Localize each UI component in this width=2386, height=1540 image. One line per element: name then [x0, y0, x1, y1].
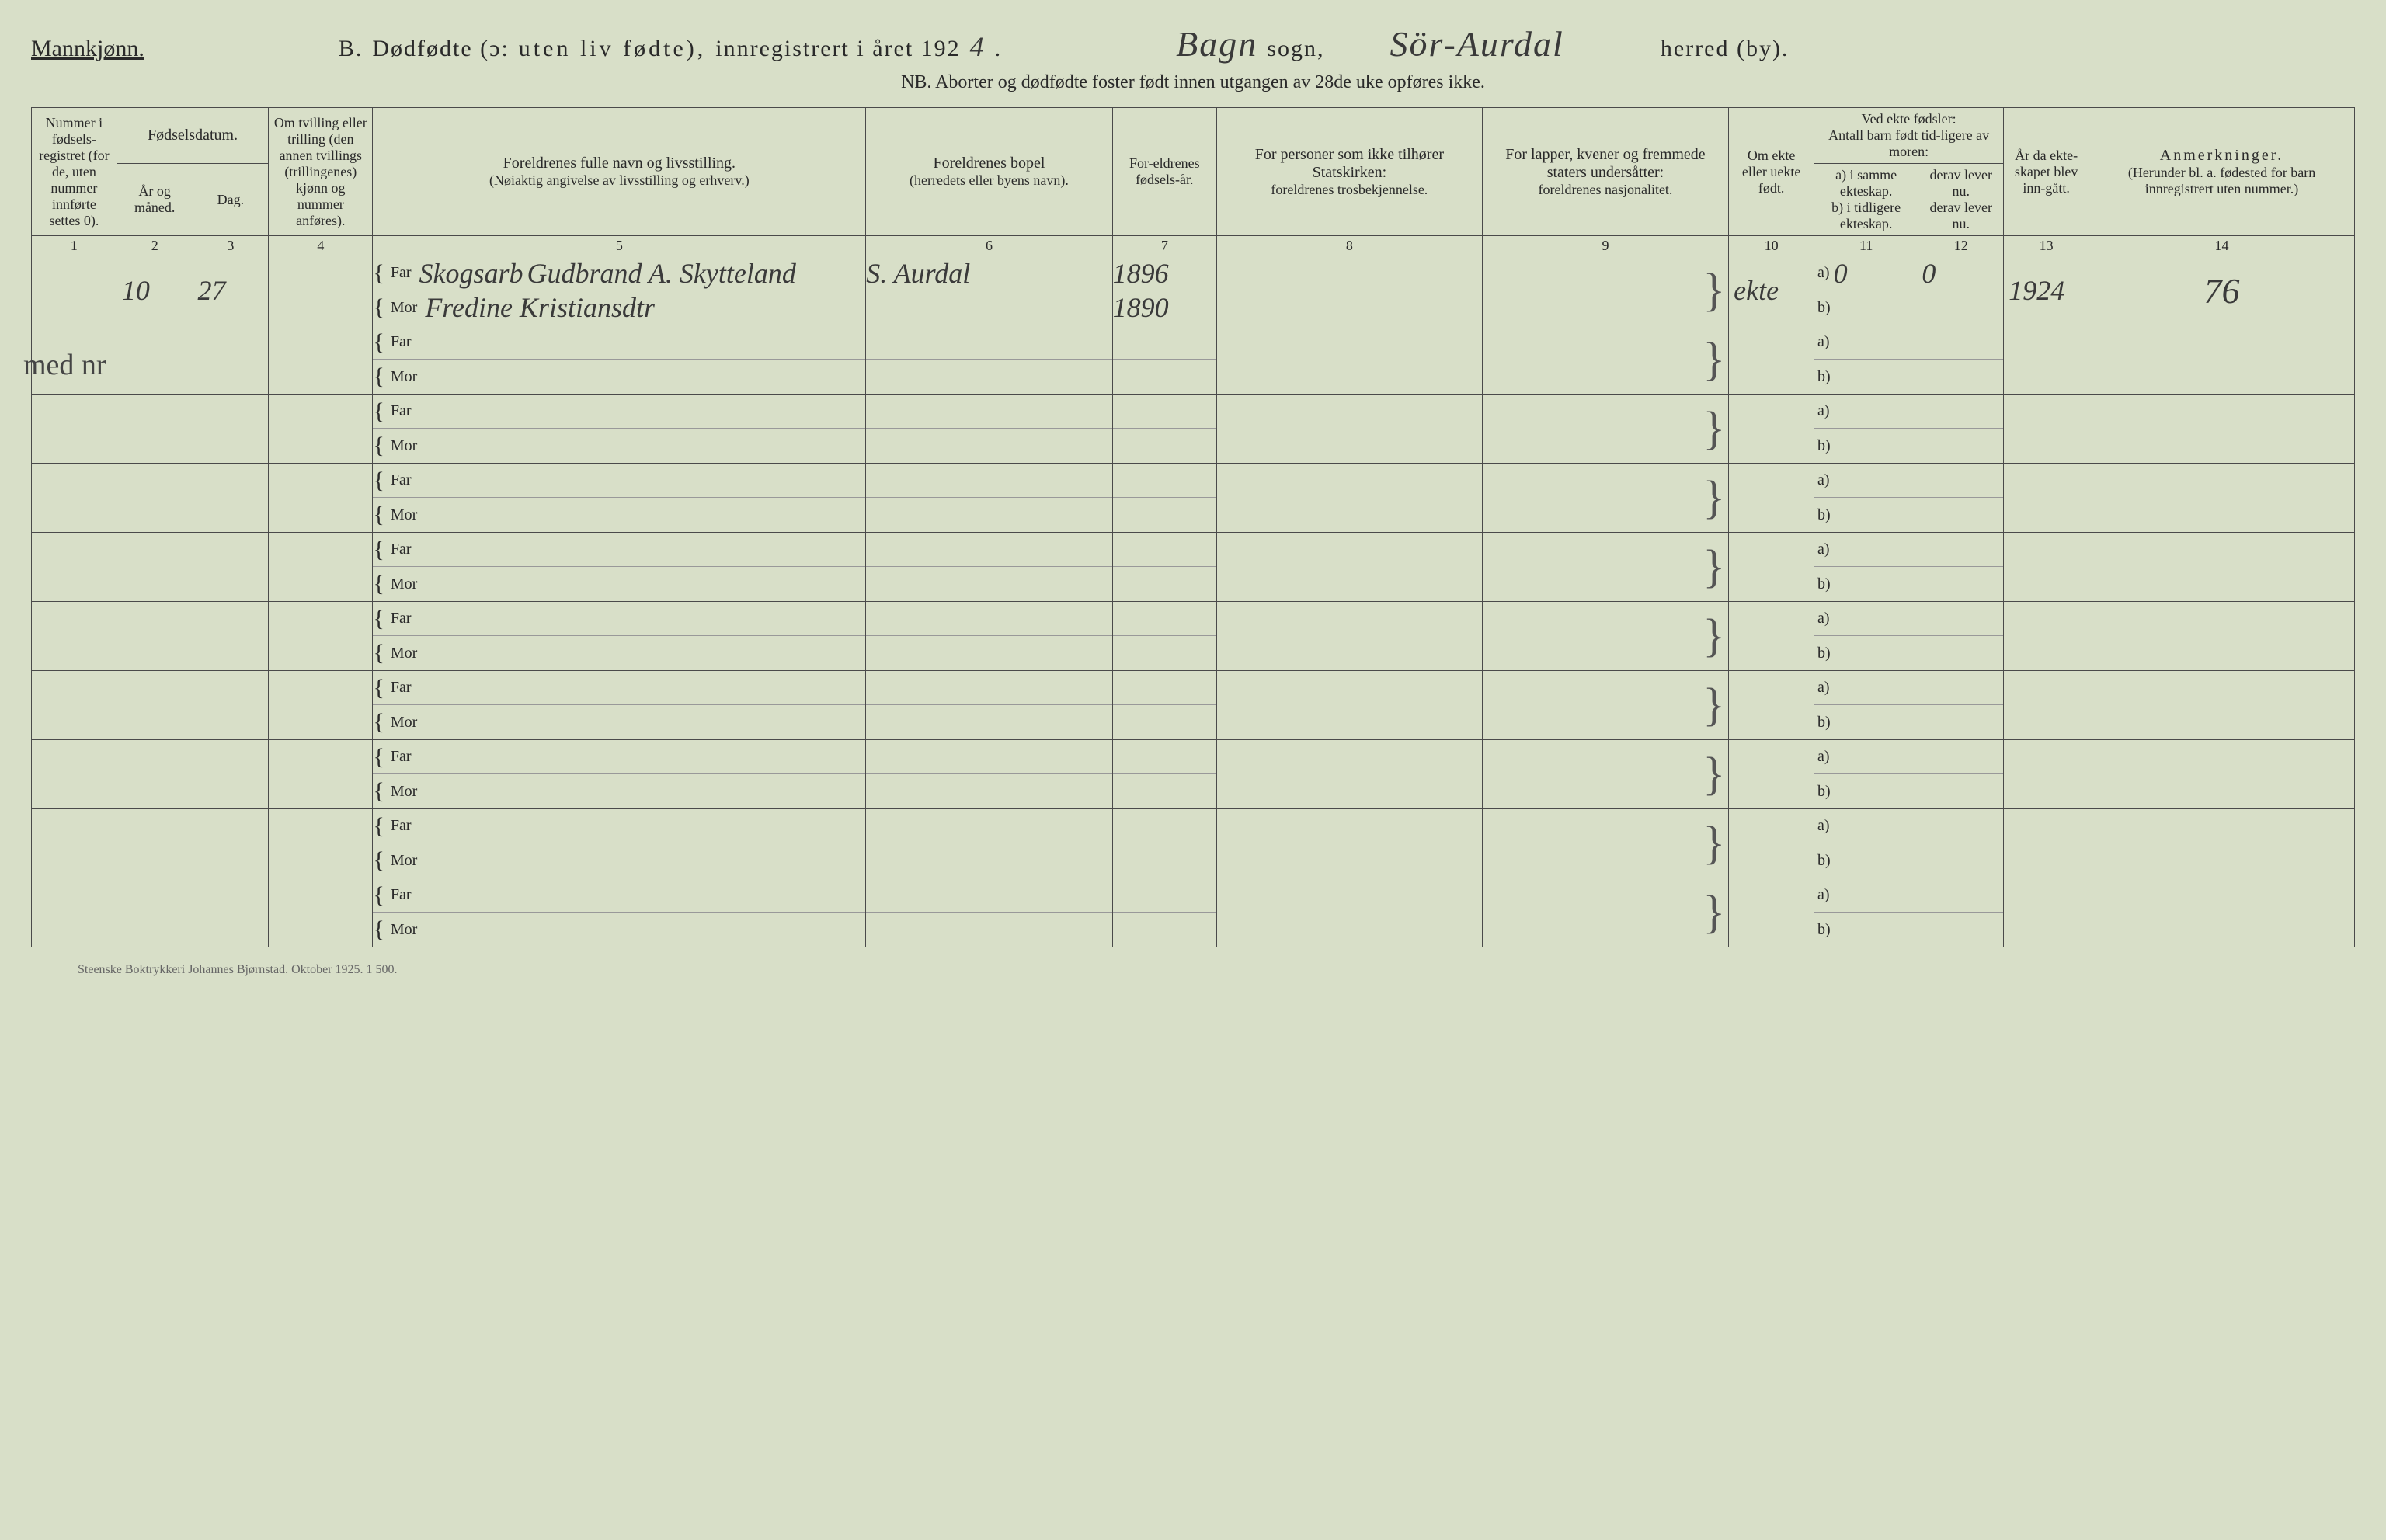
table-row: {Far{Mora)b): [32, 533, 2355, 602]
col8-top: For lapper, kvener og fremmede staters u…: [1487, 146, 1723, 182]
col5-sub: (herredets eller byens navn).: [871, 172, 1107, 189]
title-prefix: Dødfødte (ɔ:: [372, 36, 509, 62]
col-header-6: For-eldrenes fødsels-år.: [1112, 108, 1216, 236]
col7-top: For personer som ikke tilhører Statskirk…: [1222, 146, 1477, 182]
a-label: a): [1817, 264, 1830, 282]
bopel-far: S. Aurdal: [866, 257, 970, 290]
table-row: {Far{Mora)b): [32, 602, 2355, 671]
table-row: {Far{Mora)b): [32, 325, 2355, 395]
cell-anm: 76: [2089, 256, 2355, 325]
col-header-2b: Dag.: [193, 164, 269, 236]
table-row: {Far{Mora)b): [32, 464, 2355, 533]
col4-top: Foreldrenes fulle navn og livsstilling.: [377, 155, 861, 172]
register-table: Nummer i fødsels-registret (for de, uten…: [31, 107, 2355, 947]
colnum: 14: [2089, 236, 2355, 256]
printer-footer: Steenske Boktrykkeri Johannes Bjørnstad.…: [78, 963, 2355, 977]
title-mid: uten liv fødte),: [519, 36, 706, 62]
sogn-handwritten: Bagn: [1176, 23, 1257, 64]
table-row: {Far{Mora)b): [32, 878, 2355, 947]
cell-birthyears: 1896 1890: [1112, 256, 1216, 325]
b-label: b): [1817, 299, 1831, 317]
col13-top: Anmerkninger.: [2094, 147, 2349, 165]
col-header-5: Foreldrenes bopel (herredets eller byens…: [866, 108, 1112, 236]
colnum: 13: [2004, 236, 2089, 256]
cell-bopel: S. Aurdal: [866, 256, 1112, 325]
sogn-label: sogn,: [1267, 36, 1324, 62]
col-header-10a: a) i samme ekteskap. b) i tidligere ekte…: [1814, 164, 1918, 236]
cell-ab: a) 0 b): [1814, 256, 1918, 325]
colnum: 9: [1482, 236, 1728, 256]
cell-day: 27: [193, 256, 269, 325]
nb-note: NB. Aborter og dødfødte foster født inne…: [31, 72, 2355, 93]
col7-sub: foreldrenes trosbekjennelse.: [1222, 182, 1477, 198]
colnum: 12: [1918, 236, 2004, 256]
colnum: 10: [1729, 236, 1814, 256]
far-name: Gudbrand A. Skytteland: [527, 257, 796, 290]
herred-handwritten: Sör-Aurdal: [1390, 23, 1563, 64]
cell-nummer: [32, 256, 117, 325]
colnum: 8: [1216, 236, 1482, 256]
colnum: 3: [193, 236, 269, 256]
cell-year-married: 1924: [2004, 256, 2089, 325]
cell-religion: [1216, 256, 1482, 325]
far-year: 1896: [1113, 257, 1169, 290]
section-letter: B.: [339, 36, 363, 62]
col5-top: Foreldrenes bopel: [871, 155, 1107, 172]
col-header-11: derav lever nu. derav lever nu.: [1918, 164, 2004, 236]
cell-derav: 0: [1918, 256, 2004, 325]
table-row: {Far{Mora)b): [32, 671, 2355, 740]
col-header-9: Om ekte eller uekte født.: [1729, 108, 1814, 236]
a-val: 0: [1834, 257, 1848, 290]
col-header-3: Om tvilling eller trilling (den annen tv…: [269, 108, 373, 236]
derav-val: 0: [1922, 257, 1936, 290]
col-header-10-top: Ved ekte fødsler: Antall barn født tid-l…: [1814, 108, 2004, 164]
colnum: 6: [866, 236, 1112, 256]
col-header-13: Anmerkninger. (Herunder bl. a. fødested …: [2089, 108, 2355, 236]
table-row: {Far{Mora)b): [32, 740, 2355, 809]
mor-name: Fredine Kristiansdtr: [425, 291, 655, 324]
colnum: 5: [373, 236, 866, 256]
col-header-8: For lapper, kvener og fremmede staters u…: [1482, 108, 1728, 236]
colnum: 1: [32, 236, 117, 256]
cell-month: 10: [117, 256, 193, 325]
table-row: 10 27 {Far Skogsarb Gudbrand A. Skyttela…: [32, 256, 2355, 325]
col-header-1: Nummer i fødsels-registret (for de, uten…: [32, 108, 117, 236]
title-line: B. Dødfødte (ɔ: uten liv fødte), innregi…: [339, 23, 1790, 64]
col-header-7: For personer som ikke tilhører Statskirk…: [1216, 108, 1482, 236]
mor-year: 1890: [1113, 291, 1169, 324]
margin-annotation: med nr: [23, 348, 106, 382]
cell-ekte: ekte: [1729, 256, 1814, 325]
col4-sub: (Nøiaktig angivelse av livsstilling og e…: [377, 172, 861, 189]
col10-sub: Antall barn født tid-ligere av moren:: [1819, 127, 1998, 160]
table-head: Nummer i fødsels-registret (for de, uten…: [32, 108, 2355, 256]
colnum: 2: [117, 236, 193, 256]
col10-top: Ved ekte fødsler:: [1819, 111, 1998, 127]
table-body: 10 27 {Far Skogsarb Gudbrand A. Skyttela…: [32, 256, 2355, 947]
cell-parents: {Far Skogsarb Gudbrand A. Skytteland {Mo…: [373, 256, 866, 325]
herred-label: herred (by).: [1661, 36, 1790, 62]
cell-nationality: [1482, 256, 1728, 325]
col-header-2a: År og måned.: [117, 164, 193, 236]
far-occupation: Skogsarb: [419, 257, 523, 290]
year-handwritten: 4: [970, 30, 986, 63]
colnum: 7: [1112, 236, 1216, 256]
col13-sub: (Herunder bl. a. fødested for barn innre…: [2094, 165, 2349, 197]
title-suffix: innregistrert i året 192: [715, 36, 960, 62]
header: Mannkjønn. B. Dødfødte (ɔ: uten liv født…: [31, 23, 2355, 64]
col-header-12: År da ekte-skapet blev inn-gått.: [2004, 108, 2089, 236]
col8-sub: foreldrenes nasjonalitet.: [1487, 182, 1723, 198]
document-page: med nr Mannkjønn. B. Dødfødte (ɔ: uten l…: [31, 23, 2355, 977]
table-row: {Far{Mora)b): [32, 395, 2355, 464]
mor-label: Mor: [391, 299, 417, 317]
table-row: {Far{Mora)b): [32, 809, 2355, 878]
col-header-4: Foreldrenes fulle navn og livsstilling. …: [373, 108, 866, 236]
gender-label: Mannkjønn.: [31, 36, 144, 62]
col-header-2-top: Fødselsdatum.: [117, 108, 268, 164]
far-label: Far: [391, 264, 412, 282]
colnum: 11: [1814, 236, 1918, 256]
colnum: 4: [269, 236, 373, 256]
column-numbers: 1 2 3 4 5 6 7 8 9 10 11 12 13 14: [32, 236, 2355, 256]
cell-twin: [269, 256, 373, 325]
